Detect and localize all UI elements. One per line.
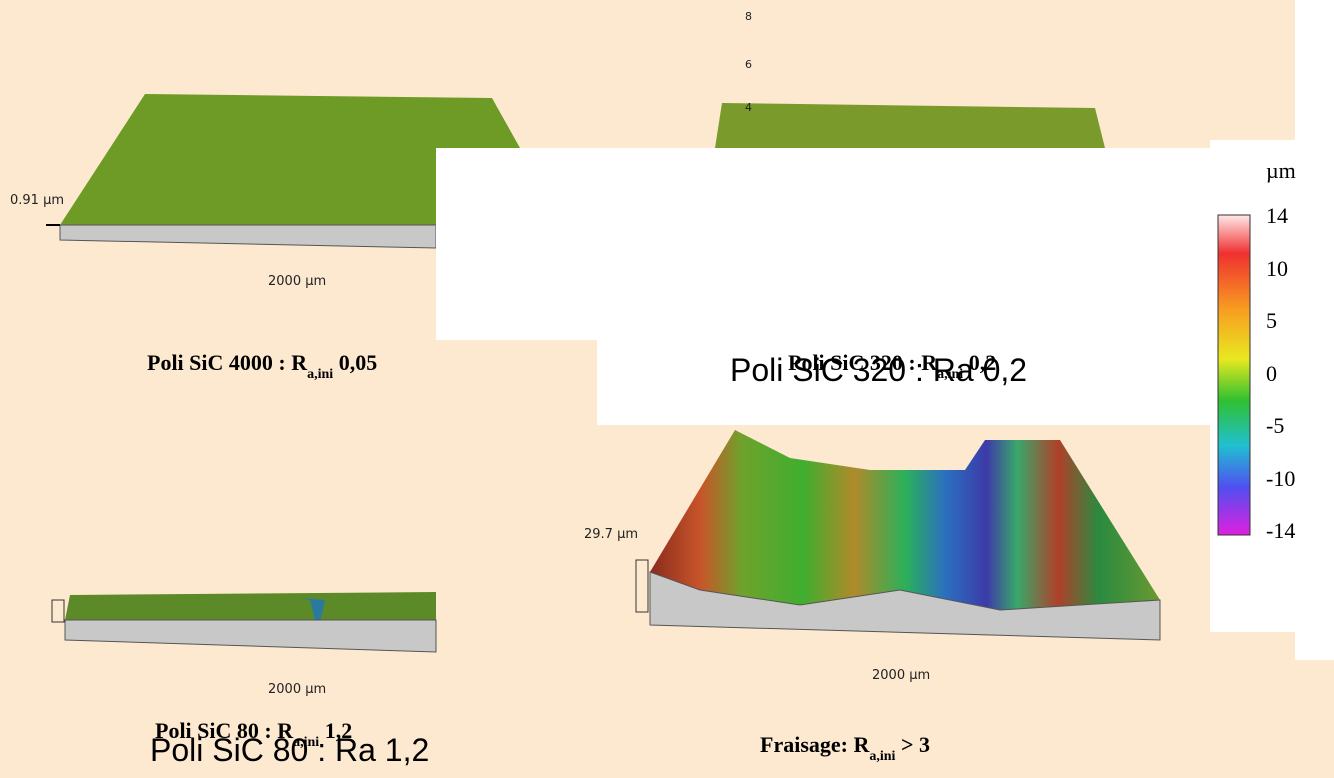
- caption-sub: a,ini: [307, 367, 334, 382]
- colorbar-tick: 14: [1266, 203, 1288, 228]
- blank-panel: [436, 148, 1258, 340]
- caption-overlay: Poli SiC 320 : Ra 0,2: [730, 352, 1028, 388]
- caption: Poli SiC 320 : Ra,ini 0,2: [788, 350, 996, 383]
- x-label: 2000 µm: [268, 274, 327, 289]
- caption-sub: a,ini: [937, 367, 964, 382]
- plot-1: [46, 94, 520, 249]
- colorbar-tick: -10: [1266, 465, 1296, 491]
- caption-tail: > 3: [895, 732, 930, 757]
- colorbar-tick: 5: [1266, 308, 1277, 333]
- caption: Poli SiC 4000 : Ra,ini 0,05: [147, 350, 377, 383]
- caption-text: Poli SiC 80 : R: [155, 718, 294, 743]
- x-label: 2000 µm: [872, 668, 931, 683]
- z-tick: 8: [745, 10, 752, 23]
- z-label: 29.7 µm: [584, 527, 639, 542]
- colorbar-tick: -14: [1266, 518, 1296, 543]
- colorbar-tick: 10: [1266, 255, 1288, 281]
- caption-text: Fraisage: R: [760, 732, 870, 757]
- colorbar-tick: 0: [1266, 360, 1277, 386]
- caption-tail: 0,2: [963, 350, 997, 375]
- caption-overlay: Poli SiC 80 : Ra 1,2: [150, 732, 430, 768]
- plot-3: [51, 592, 437, 653]
- blank-panel: [1295, 0, 1334, 660]
- plot-4: [635, 430, 1161, 641]
- z-tick: 4: [745, 101, 752, 114]
- colorbar-unit: µm: [1266, 158, 1296, 183]
- colorbar-tick: -5: [1266, 413, 1285, 438]
- caption-sub: a,ini: [293, 735, 320, 750]
- caption-tail: 1,2: [319, 718, 353, 743]
- caption-text: Poli SiC 320 : R: [788, 350, 938, 375]
- colorbar: [1217, 214, 1251, 536]
- z-label: 0.91 µm: [10, 193, 65, 208]
- caption-text: Poli SiC 4000 : R: [147, 350, 308, 375]
- x-label: 2000 µm: [268, 682, 327, 697]
- caption: Fraisage: Ra,ini > 3: [760, 732, 930, 765]
- caption-sub: a,ini: [869, 749, 896, 764]
- caption: Poli SiC 80 : Ra,ini 1,2: [155, 718, 352, 751]
- plot-2: [715, 103, 1105, 148]
- caption-tail: 0,05: [333, 350, 378, 375]
- blank-panel: [597, 340, 1210, 425]
- z-tick: 6: [745, 58, 752, 71]
